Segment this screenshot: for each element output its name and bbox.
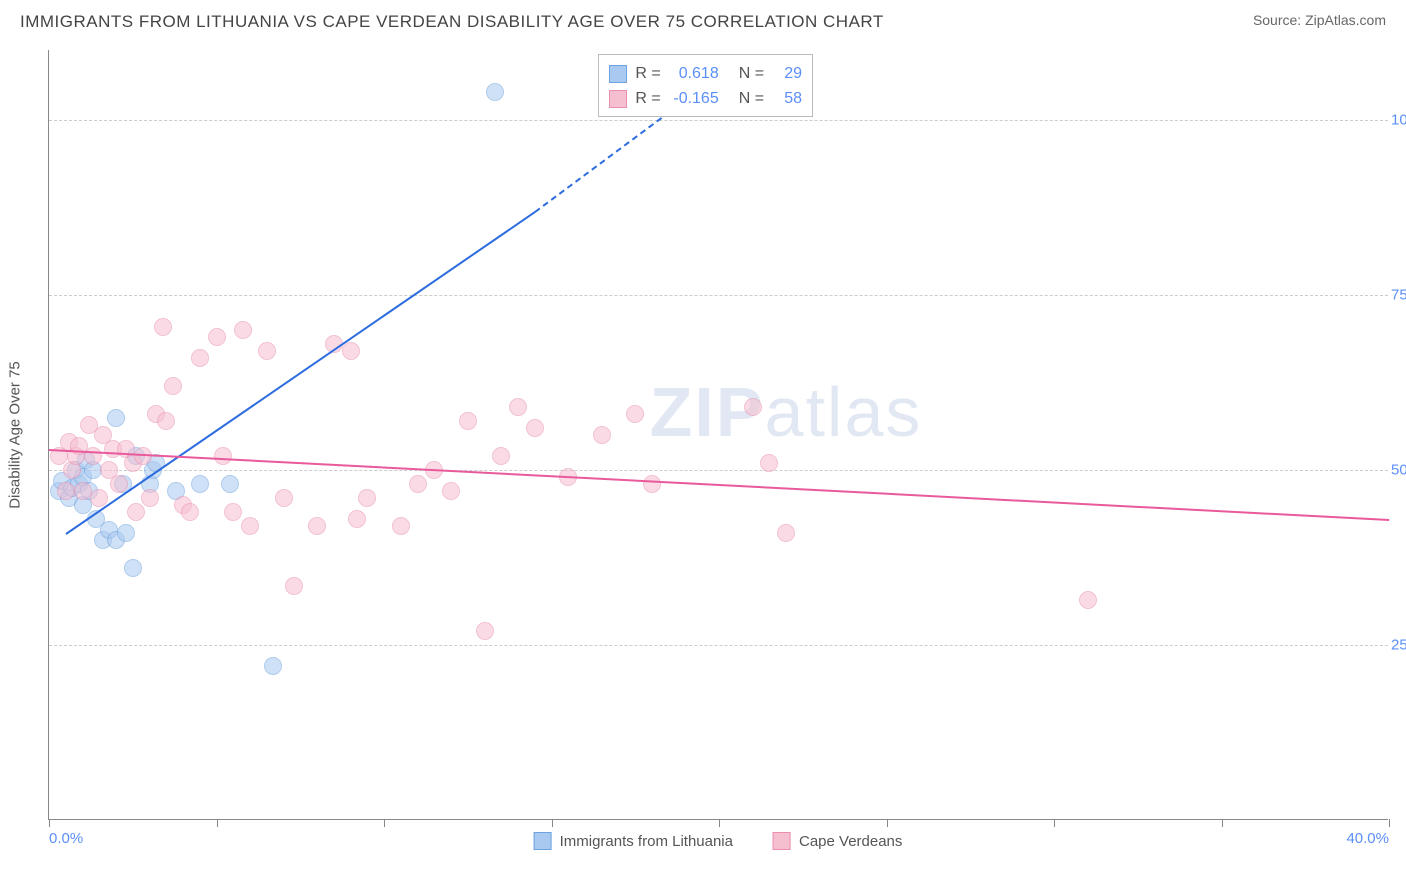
- legend-r-value: 0.618: [669, 61, 719, 87]
- data-point: [760, 454, 778, 472]
- data-point: [285, 577, 303, 595]
- legend-r-value: -0.165: [669, 86, 719, 112]
- x-tick-label: 40.0%: [1346, 830, 1389, 847]
- x-tick: [1389, 819, 1390, 827]
- data-point: [84, 447, 102, 465]
- source-attribution: Source: ZipAtlas.com: [1253, 12, 1386, 28]
- bottom-legend: Immigrants from Lithuania Cape Verdeans: [534, 832, 903, 850]
- data-point: [492, 447, 510, 465]
- data-point: [744, 398, 762, 416]
- scatter-chart: Disability Age Over 75 ZIPatlas 25.0%50.…: [48, 50, 1388, 820]
- x-tick: [719, 819, 720, 827]
- data-point: [208, 328, 226, 346]
- legend-n-label: N =: [739, 86, 764, 112]
- x-tick: [49, 819, 50, 827]
- data-point: [526, 419, 544, 437]
- data-point: [241, 517, 259, 535]
- legend-n-label: N =: [739, 61, 764, 87]
- legend-swatch: [534, 832, 552, 850]
- x-tick: [1054, 819, 1055, 827]
- legend-n-value: 58: [772, 86, 802, 112]
- data-point: [234, 321, 252, 339]
- y-tick-label: 100.0%: [1391, 112, 1406, 129]
- correlation-legend: R = 0.618 N = 29 R = -0.165 N = 58: [598, 54, 813, 117]
- x-tick: [217, 819, 218, 827]
- legend-item: Cape Verdeans: [773, 832, 902, 850]
- data-point: [154, 318, 172, 336]
- data-point: [107, 409, 125, 427]
- data-point: [127, 503, 145, 521]
- trend-line: [65, 211, 535, 535]
- watermark: ZIPatlas: [650, 372, 923, 452]
- data-point: [409, 475, 427, 493]
- data-point: [348, 510, 366, 528]
- legend-item: Immigrants from Lithuania: [534, 832, 733, 850]
- data-point: [509, 398, 527, 416]
- gridline: [49, 295, 1388, 296]
- gridline: [49, 120, 1388, 121]
- data-point: [224, 503, 242, 521]
- data-point: [476, 622, 494, 640]
- header: IMMIGRANTS FROM LITHUANIA VS CAPE VERDEA…: [0, 0, 1406, 40]
- trend-line: [49, 449, 1389, 521]
- data-point: [593, 426, 611, 444]
- data-point: [124, 559, 142, 577]
- data-point: [643, 475, 661, 493]
- data-point: [141, 489, 159, 507]
- data-point: [74, 482, 92, 500]
- watermark-light: atlas: [765, 373, 923, 451]
- legend-label: Immigrants from Lithuania: [560, 833, 733, 850]
- data-point: [157, 412, 175, 430]
- x-tick: [552, 819, 553, 827]
- data-point: [308, 517, 326, 535]
- source-value: ZipAtlas.com: [1305, 12, 1386, 28]
- y-axis-label: Disability Age Over 75: [7, 361, 24, 509]
- x-tick: [1222, 819, 1223, 827]
- data-point: [1079, 591, 1097, 609]
- data-point: [181, 503, 199, 521]
- data-point: [117, 524, 135, 542]
- gridline: [49, 470, 1388, 471]
- plot-area: Disability Age Over 75 ZIPatlas 25.0%50.…: [48, 50, 1388, 820]
- legend-swatch: [609, 90, 627, 108]
- data-point: [164, 377, 182, 395]
- gridline: [49, 645, 1388, 646]
- legend-n-value: 29: [772, 61, 802, 87]
- legend-label: Cape Verdeans: [799, 833, 902, 850]
- source-label: Source:: [1253, 12, 1301, 28]
- data-point: [191, 475, 209, 493]
- data-point: [777, 524, 795, 542]
- legend-swatch: [773, 832, 791, 850]
- legend-swatch: [609, 65, 627, 83]
- legend-r-label: R =: [635, 61, 660, 87]
- data-point: [486, 83, 504, 101]
- legend-row: R = -0.165 N = 58: [609, 86, 802, 112]
- data-point: [264, 657, 282, 675]
- y-tick-label: 25.0%: [1391, 637, 1406, 654]
- data-point: [191, 349, 209, 367]
- x-tick-label: 0.0%: [49, 830, 83, 847]
- data-point: [342, 342, 360, 360]
- chart-title: IMMIGRANTS FROM LITHUANIA VS CAPE VERDEA…: [20, 12, 884, 32]
- legend-row: R = 0.618 N = 29: [609, 61, 802, 87]
- y-tick-label: 75.0%: [1391, 287, 1406, 304]
- data-point: [358, 489, 376, 507]
- x-tick: [887, 819, 888, 827]
- x-tick: [384, 819, 385, 827]
- data-point: [275, 489, 293, 507]
- data-point: [442, 482, 460, 500]
- y-tick-label: 50.0%: [1391, 462, 1406, 479]
- data-point: [57, 482, 75, 500]
- data-point: [459, 412, 477, 430]
- data-point: [392, 517, 410, 535]
- data-point: [258, 342, 276, 360]
- data-point: [221, 475, 239, 493]
- legend-r-label: R =: [635, 86, 660, 112]
- data-point: [626, 405, 644, 423]
- data-point: [214, 447, 232, 465]
